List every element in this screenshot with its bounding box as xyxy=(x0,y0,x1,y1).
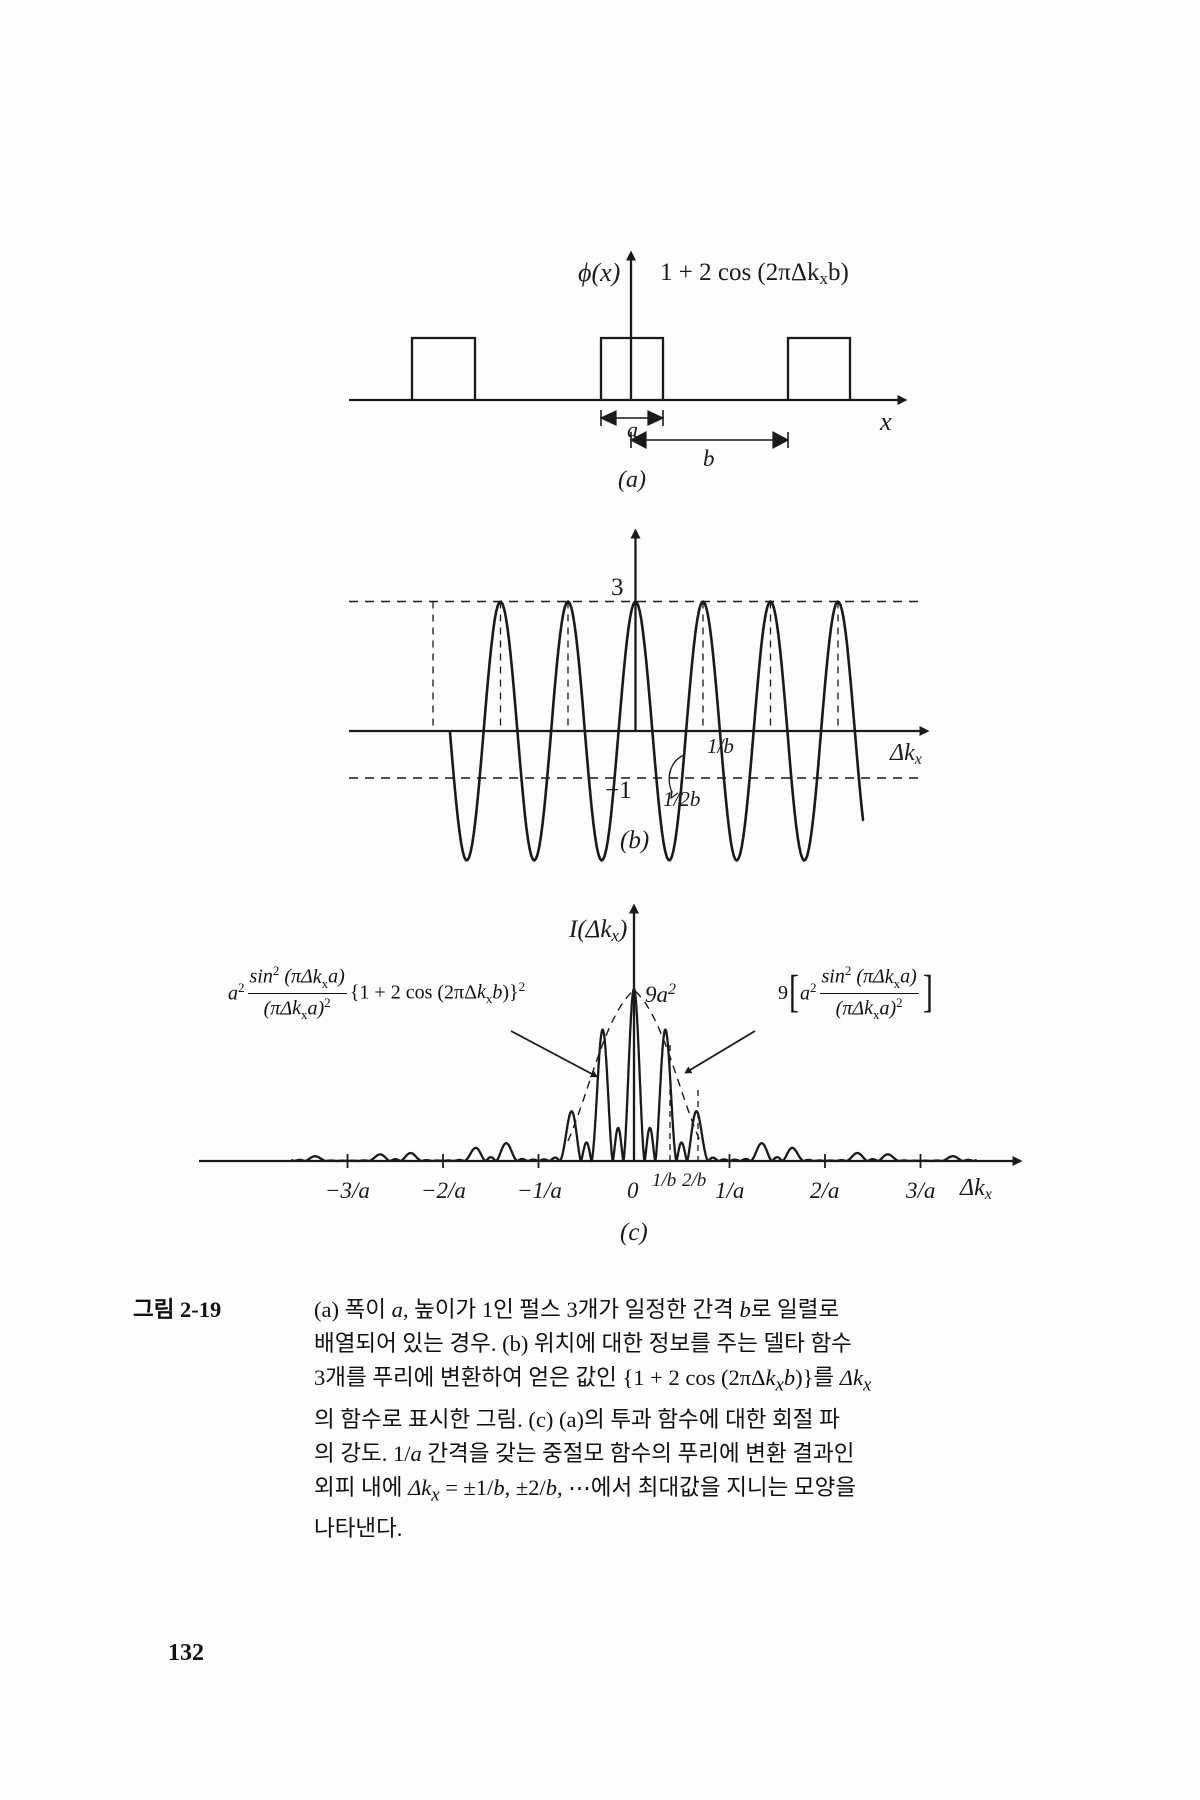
svg-text:I(Δkx): I(Δkx) xyxy=(568,916,627,945)
svg-text:(c): (c) xyxy=(620,1219,648,1246)
svg-text:1/b: 1/b xyxy=(707,734,734,758)
svg-text:3/a: 3/a xyxy=(905,1178,935,1203)
svg-text:0: 0 xyxy=(627,1178,639,1203)
svg-text:1/b: 1/b xyxy=(652,1170,676,1191)
svg-text:ϕ(x): ϕ(x) xyxy=(578,258,620,287)
svg-text:(a): (a) xyxy=(618,467,646,493)
svg-text:Δkx: Δkx xyxy=(959,1175,992,1203)
svg-text:2/a: 2/a xyxy=(810,1178,839,1203)
svg-text:(b): (b) xyxy=(620,827,649,854)
svg-text:−1: −1 xyxy=(605,777,632,804)
svg-text:−2/a: −2/a xyxy=(421,1178,466,1203)
svg-text:b: b xyxy=(703,446,715,471)
svg-text:1/2b: 1/2b xyxy=(663,787,700,811)
svg-text:1/a: 1/a xyxy=(715,1178,744,1203)
svg-text:−3/a: −3/a xyxy=(325,1178,370,1203)
svg-text:−1/a: −1/a xyxy=(517,1178,562,1203)
svg-text:1 + 2 cos (2πΔkxb): 1 + 2 cos (2πΔkxb) xyxy=(660,259,849,288)
svg-text:9a2: 9a2 xyxy=(645,981,676,1007)
svg-text:3: 3 xyxy=(611,574,624,601)
svg-text:Δkx: Δkx xyxy=(889,740,922,768)
svg-text:x: x xyxy=(879,407,892,436)
svg-text:2/b: 2/b xyxy=(682,1170,706,1191)
